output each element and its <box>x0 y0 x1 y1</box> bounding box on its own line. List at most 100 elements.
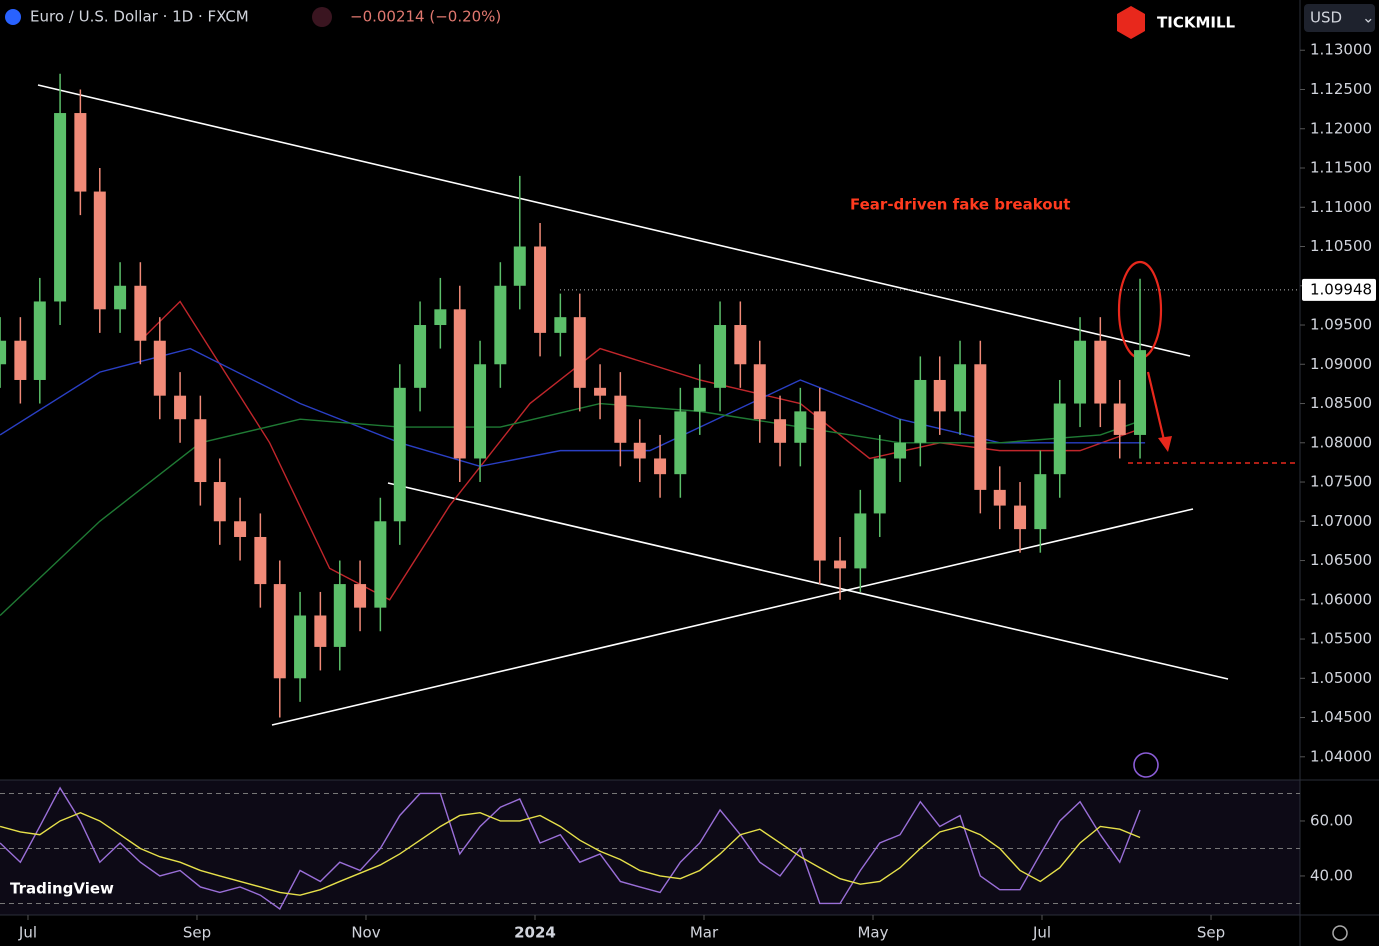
candle-body <box>933 379 946 412</box>
candle-body <box>594 387 607 396</box>
candle-body <box>0 340 7 365</box>
y-tick-label: 1.08500 <box>1310 394 1372 412</box>
candle-body <box>114 285 127 310</box>
candle-body <box>693 387 706 412</box>
candle-body <box>1113 403 1126 435</box>
y-tick-label: 1.07500 <box>1310 473 1372 491</box>
candle-body <box>633 442 646 459</box>
y-tick-label: 60.00 <box>1310 811 1353 829</box>
candle-body <box>194 419 207 483</box>
brand: TICKMILL <box>1157 14 1236 32</box>
upper-trendline <box>37 84 1191 357</box>
candle-body <box>714 325 727 388</box>
candle-body <box>873 458 886 514</box>
candle-body <box>134 285 147 341</box>
y-tick-label: 1.12500 <box>1310 80 1372 98</box>
rsi-line <box>0 786 1141 910</box>
candle-body <box>834 560 847 569</box>
y-tick-label: 1.05000 <box>1310 669 1372 687</box>
candle-body <box>494 285 507 365</box>
candle-body <box>813 411 826 561</box>
candle-body <box>734 325 747 365</box>
x-tick-label: Jul <box>1032 924 1051 942</box>
brand-icon <box>1117 6 1145 39</box>
y-tick-label: 1.10500 <box>1310 237 1372 255</box>
x-tick-label: Mar <box>690 924 719 942</box>
symbol-title: Euro / U.S. Dollar · 1D · FXCM <box>30 8 249 26</box>
price-label-box <box>1302 278 1376 301</box>
candle-body <box>314 615 327 647</box>
candle-body <box>554 317 567 333</box>
candle-body <box>614 395 627 443</box>
candle-body <box>333 584 346 647</box>
candle-body <box>93 191 106 310</box>
candle-body <box>74 113 87 192</box>
candle-body <box>1094 340 1107 404</box>
lower-trendline <box>387 482 1229 680</box>
y-tick-label: 1.05500 <box>1310 630 1372 648</box>
y-tick-label: 1.11000 <box>1310 198 1372 216</box>
candle-body <box>33 301 46 380</box>
candle-body <box>153 340 166 396</box>
arrow-shaft <box>1146 371 1166 441</box>
x-tick-label: May <box>857 924 888 942</box>
x-tick-label: 2024 <box>514 924 556 942</box>
y-tick-label: 1.13000 <box>1310 41 1372 59</box>
candle-body <box>213 482 226 522</box>
candle-body <box>1134 350 1147 435</box>
y-tick-label: 1.06500 <box>1310 551 1372 569</box>
y-tick-label: 1.06000 <box>1310 590 1372 608</box>
price-label: 1.09948 <box>1310 280 1372 298</box>
candle-body <box>393 387 406 522</box>
x-tick-label: Jul <box>18 924 37 942</box>
alert-icon <box>1133 752 1159 778</box>
currency[interactable]: USD <box>1310 9 1342 27</box>
candle-body <box>993 489 1006 506</box>
candle-body <box>914 379 927 443</box>
candle-body <box>354 584 367 608</box>
candle-body <box>573 317 586 388</box>
candle-body <box>794 411 807 443</box>
settings-icon[interactable] <box>1332 925 1348 941</box>
arrow-head <box>1158 436 1172 452</box>
y-tick-label: 1.12000 <box>1310 119 1372 137</box>
support-trendline <box>271 508 1194 726</box>
candle-body <box>434 309 447 326</box>
candle-body <box>854 513 867 569</box>
y-tick-label: 1.07000 <box>1310 512 1372 530</box>
candle-body <box>753 364 766 420</box>
symbol-flag <box>5 9 21 25</box>
candle-body <box>1074 340 1087 404</box>
x-tick-label: Sep <box>1197 924 1225 942</box>
candle-body <box>894 442 907 459</box>
price-change: −0.00214 (−0.20%) <box>350 8 501 26</box>
candle-body <box>474 364 487 459</box>
candle-body <box>273 584 286 679</box>
currency-button[interactable] <box>1304 4 1375 32</box>
platform-logo: TradingView <box>10 880 114 898</box>
y-tick-label: 1.09000 <box>1310 355 1372 373</box>
x-tick-label: Nov <box>351 924 380 942</box>
candle-body <box>534 246 547 333</box>
candle-body <box>14 340 27 380</box>
y-tick-label: 1.08000 <box>1310 433 1372 451</box>
candle-body <box>234 521 247 537</box>
indicator-icon <box>312 7 332 27</box>
annotation: Fear-driven fake breakout <box>850 196 1070 214</box>
candle-body <box>1014 505 1027 530</box>
candle-body <box>674 411 687 475</box>
y-tick-label: 1.04000 <box>1310 747 1372 765</box>
candle-body <box>54 113 67 302</box>
candle-body <box>414 325 427 388</box>
candle-body <box>1034 474 1047 530</box>
marks: 1.13000 1.12500 1.12000 1.11500 1.11000 1.105… <box>0 41 1376 942</box>
trendlines <box>37 84 1229 726</box>
candle-body <box>1053 403 1066 475</box>
y-tick-label: 1.11500 <box>1310 159 1372 177</box>
candle-body <box>974 364 987 490</box>
moving-average <box>0 347 1146 468</box>
moving-average <box>0 402 1146 616</box>
y-tick-label: 1.04500 <box>1310 708 1372 726</box>
candle-body <box>374 521 387 608</box>
